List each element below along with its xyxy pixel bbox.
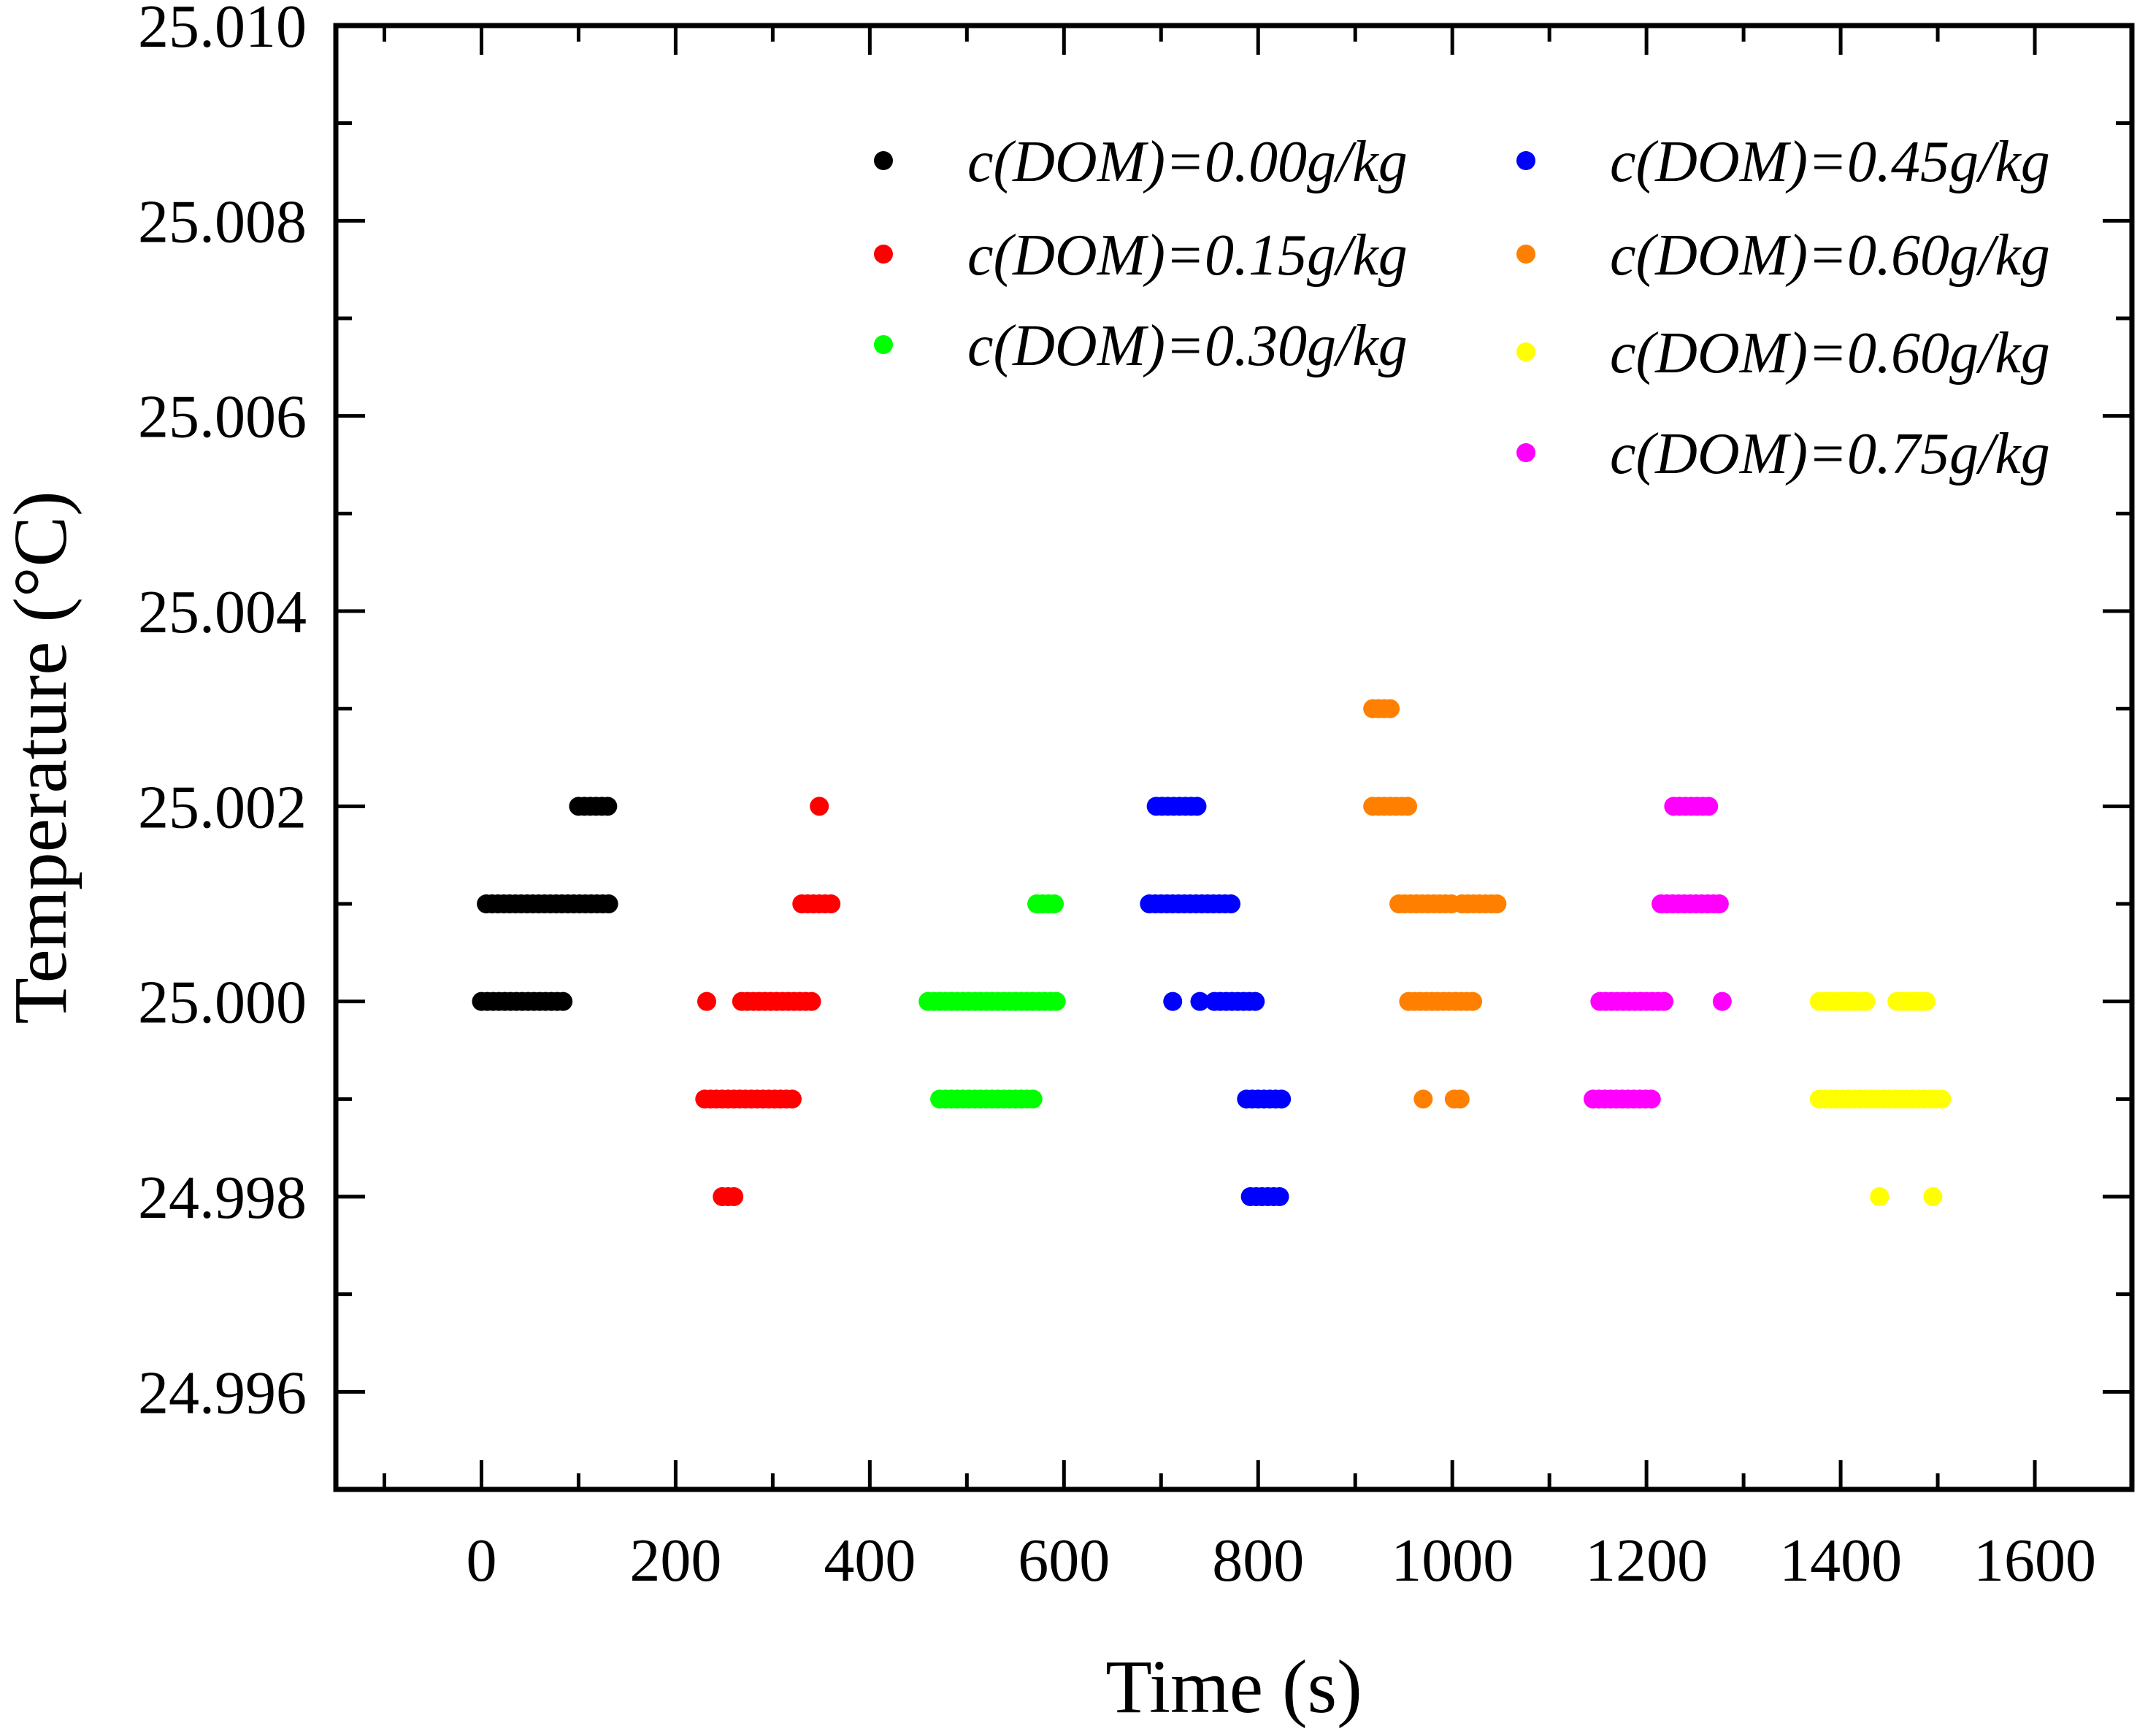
data-point	[1932, 1089, 1952, 1109]
data-point	[1163, 991, 1183, 1011]
legend-label: c(DOM)=0.45g/kg	[1610, 130, 2050, 194]
x-tick-label: 0	[466, 1527, 496, 1595]
plot-frame	[333, 23, 2135, 1492]
y-axis-title: Temperature (°C)	[0, 491, 83, 1024]
data-point	[1413, 1089, 1433, 1109]
series-3	[1140, 797, 1292, 1206]
data-point	[1270, 1187, 1289, 1206]
data-point	[1190, 991, 1210, 1011]
data-point	[810, 797, 829, 816]
legend-label: c(DOM)=0.60g/kg	[1610, 223, 2050, 288]
x-tick-label: 200	[629, 1527, 721, 1595]
y-tick-label: 24.998	[138, 1164, 307, 1232]
data-point	[1923, 1187, 1943, 1206]
legend-label: c(DOM)=0.60g/kg	[1610, 321, 2050, 385]
data-point	[553, 991, 573, 1011]
data-point	[1246, 991, 1265, 1011]
y-tick-label: 25.008	[138, 188, 307, 256]
data-point	[1487, 894, 1507, 913]
x-tick-label: 600	[1018, 1527, 1110, 1595]
legend-marker	[874, 151, 893, 170]
data-point	[1463, 991, 1483, 1011]
y-tick-label: 25.000	[138, 969, 307, 1037]
x-tick-label: 1600	[1973, 1527, 2096, 1595]
legend-item: c(DOM)=0.60g/kg	[1516, 223, 2050, 288]
data-point	[1221, 894, 1241, 913]
legend-marker	[874, 245, 893, 264]
y-tick-label: 25.010	[138, 0, 307, 61]
data-point	[1712, 991, 1732, 1011]
x-tick-label: 800	[1212, 1527, 1304, 1595]
x-tick-label: 1400	[1779, 1527, 1902, 1595]
legend-marker	[1516, 245, 1535, 264]
data-point	[1699, 797, 1719, 816]
legend-item: c(DOM)=0.15g/kg	[874, 223, 1408, 288]
x-axis-title: Time (s)	[1105, 1645, 1362, 1729]
legend-item: c(DOM)=0.75g/kg	[1516, 422, 2050, 486]
data-point	[1023, 1089, 1043, 1109]
data-point	[1450, 1089, 1470, 1109]
series-1	[695, 797, 841, 1206]
data-point	[1272, 1089, 1292, 1109]
series-5	[1809, 991, 1952, 1206]
data-point	[782, 1089, 802, 1109]
legend-marker	[1516, 342, 1535, 361]
data-point	[598, 797, 618, 816]
y-tick-label: 24.996	[138, 1359, 307, 1427]
y-tick-label: 25.002	[138, 773, 307, 841]
legend-item: c(DOM)=0.45g/kg	[1516, 130, 2050, 194]
y-tick-label: 25.004	[138, 578, 307, 646]
series-0	[472, 797, 618, 1011]
x-tick-label: 1200	[1585, 1527, 1708, 1595]
x-axis: 0 200 400 600 800 1000 1200 1400 1600	[382, 26, 2096, 1595]
data-point	[1045, 894, 1064, 913]
series-4	[1363, 699, 1507, 1109]
legend: c(DOM)=0.00g/kg c(DOM)=0.15g/kg c(DOM)=0.3…	[874, 130, 2050, 486]
legend-marker	[1516, 443, 1535, 462]
data-point	[1046, 991, 1066, 1011]
data-point	[1917, 991, 1936, 1011]
legend-marker	[1516, 151, 1535, 170]
y-axis: 24.996 24.998 25.000 25.002 25.004 25.006 25.0…	[138, 0, 2132, 1427]
legend-label: c(DOM)=0.00g/kg	[967, 130, 1408, 194]
x-tick-label: 1000	[1391, 1527, 1514, 1595]
data-point	[1381, 699, 1400, 718]
legend-item: c(DOM)=0.60g/kg	[1516, 321, 2050, 385]
series-6	[1584, 797, 1732, 1109]
legend-label: c(DOM)=0.30g/kg	[967, 314, 1408, 378]
y-tick-label: 25.006	[138, 383, 307, 451]
legend-label: c(DOM)=0.75g/kg	[1610, 422, 2050, 486]
data-point	[1709, 894, 1729, 913]
data-point	[1641, 1089, 1661, 1109]
data-point	[821, 894, 841, 913]
data-point	[1856, 991, 1876, 1011]
series-2	[918, 894, 1066, 1109]
data-point	[1398, 797, 1418, 816]
legend-label: c(DOM)=0.15g/kg	[967, 223, 1408, 288]
legend-item: c(DOM)=0.30g/kg	[874, 314, 1408, 378]
legend-marker	[874, 335, 893, 354]
x-tick-label: 400	[824, 1527, 916, 1595]
data-point	[1654, 991, 1674, 1011]
data-point	[697, 991, 716, 1011]
data-point	[1187, 797, 1207, 816]
data-point	[802, 991, 821, 1011]
legend-item: c(DOM)=0.00g/kg	[874, 130, 1408, 194]
data-point	[1870, 1187, 1890, 1206]
data-point	[599, 894, 618, 913]
plot-points	[472, 699, 1952, 1206]
data-point	[724, 1187, 744, 1206]
